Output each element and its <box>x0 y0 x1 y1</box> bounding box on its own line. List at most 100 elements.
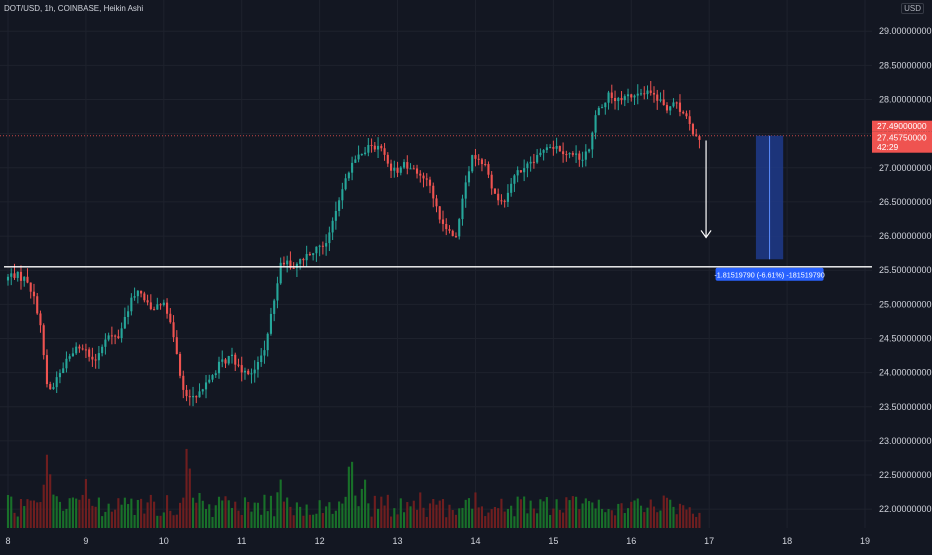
volume-bar-down <box>386 494 389 528</box>
candle-body-up <box>626 94 630 97</box>
candle-body-down <box>665 105 669 111</box>
volume-bar-down <box>477 507 480 528</box>
candle-body-down <box>441 219 445 224</box>
y-axis-tick-label: 26.50000000 <box>879 197 932 207</box>
volume-bar-up <box>458 508 461 528</box>
candle-body-up <box>367 145 370 153</box>
candle-body-down <box>19 271 23 281</box>
volume-bar-up <box>351 461 354 528</box>
candle-body-down <box>42 325 45 356</box>
candle-body-up <box>357 154 360 160</box>
volume-bar-up <box>269 495 272 528</box>
candle-body-up <box>669 106 672 111</box>
volume-bar-up <box>318 500 321 528</box>
candle-body-down <box>224 359 227 364</box>
overlay-layer: -1.81519790 (-6.61%) -181519790 <box>0 135 872 281</box>
candle-body-up <box>256 361 260 370</box>
candle-body-up <box>217 361 221 374</box>
volume-bar-down <box>175 514 178 528</box>
candle-body-up <box>211 375 214 380</box>
candle-body-down <box>166 302 169 314</box>
volume-bar-down <box>321 513 324 528</box>
volume-bar-up <box>409 506 412 528</box>
volume-bar-down <box>91 505 94 528</box>
volume-bar-down <box>490 509 493 528</box>
volume-bar-down <box>497 508 500 528</box>
candle-body-down <box>88 349 91 357</box>
volume-bar-up <box>639 505 643 528</box>
volume-bar-down <box>13 512 16 528</box>
candle-body-down <box>396 167 399 173</box>
volume-bar-down <box>406 502 409 528</box>
candle-body-down <box>497 193 500 201</box>
candle-body-up <box>227 356 230 364</box>
candle-body-up <box>516 170 519 176</box>
candle-body-up <box>633 95 636 98</box>
volume-bar-down <box>289 506 292 528</box>
volume-bar-up <box>10 496 13 528</box>
volume-bar-up <box>133 515 136 528</box>
volume-bar-up <box>263 494 266 528</box>
candle-body-down <box>237 364 240 366</box>
volume-bar-up <box>191 497 195 528</box>
volume-bar-down <box>146 502 149 528</box>
candle-body-up <box>315 246 318 254</box>
candle-body-up <box>549 147 552 149</box>
currency-badge[interactable]: USD <box>901 3 924 14</box>
candle-body-down <box>698 136 701 140</box>
volume-bar-up <box>529 500 532 528</box>
volume-bar-down <box>610 510 613 528</box>
x-axis-tick-label: 19 <box>860 536 870 546</box>
candle-body-down <box>78 346 81 349</box>
candle-layer <box>6 81 701 407</box>
volume-bar-up <box>341 503 344 528</box>
volume-bar-down <box>45 454 49 528</box>
volume-bar-down <box>195 502 198 528</box>
candle-body-up <box>529 161 532 164</box>
candle-body-up <box>230 354 234 357</box>
volume-bar-up <box>467 498 471 528</box>
volume-bar-down <box>153 501 156 528</box>
volume-bar-down <box>438 500 441 528</box>
candle-body-up <box>120 328 123 339</box>
candle-body-down <box>445 223 448 230</box>
candle-body-up <box>214 373 217 376</box>
volume-bar-down <box>172 515 175 528</box>
volume-bar-down <box>698 512 701 528</box>
volume-bar-up <box>127 504 130 528</box>
volume-bar-up <box>16 516 19 528</box>
volume-bar-up <box>354 495 357 528</box>
candle-body-up <box>136 290 139 297</box>
candle-body-down <box>558 146 561 152</box>
x-axis-tick-label: 12 <box>315 536 325 546</box>
volume-bar-up <box>347 466 350 528</box>
candle-body-down <box>643 93 646 95</box>
candle-body-down <box>140 290 143 294</box>
volume-bar-down <box>484 516 487 528</box>
volume-bar-down <box>42 484 45 528</box>
volume-bar-down <box>308 514 311 528</box>
candle-body-up <box>464 182 467 199</box>
volume-bar-down <box>441 499 445 528</box>
volume-bar-up <box>545 497 548 528</box>
candle-body-down <box>240 365 243 373</box>
candle-body-up <box>584 151 587 160</box>
candle-body-up <box>467 171 471 183</box>
volume-bar-down <box>565 497 568 528</box>
volume-bar-down <box>302 515 305 528</box>
volume-bar-down <box>656 512 659 528</box>
volume-bar-down <box>412 500 415 528</box>
volume-bar-down <box>558 509 561 528</box>
candle-body-up <box>510 183 513 193</box>
volume-bar-up <box>315 513 318 528</box>
volume-bar-down <box>389 516 393 528</box>
candle-body-down <box>451 230 454 237</box>
candle-body-down <box>532 161 535 163</box>
candle-body-down <box>500 200 503 202</box>
candle-body-up <box>555 146 558 149</box>
candle-body-down <box>490 174 493 189</box>
measure-label-text: -1.81519790 (-6.61%) -181519790 <box>714 270 824 279</box>
candle-body-up <box>198 391 201 398</box>
